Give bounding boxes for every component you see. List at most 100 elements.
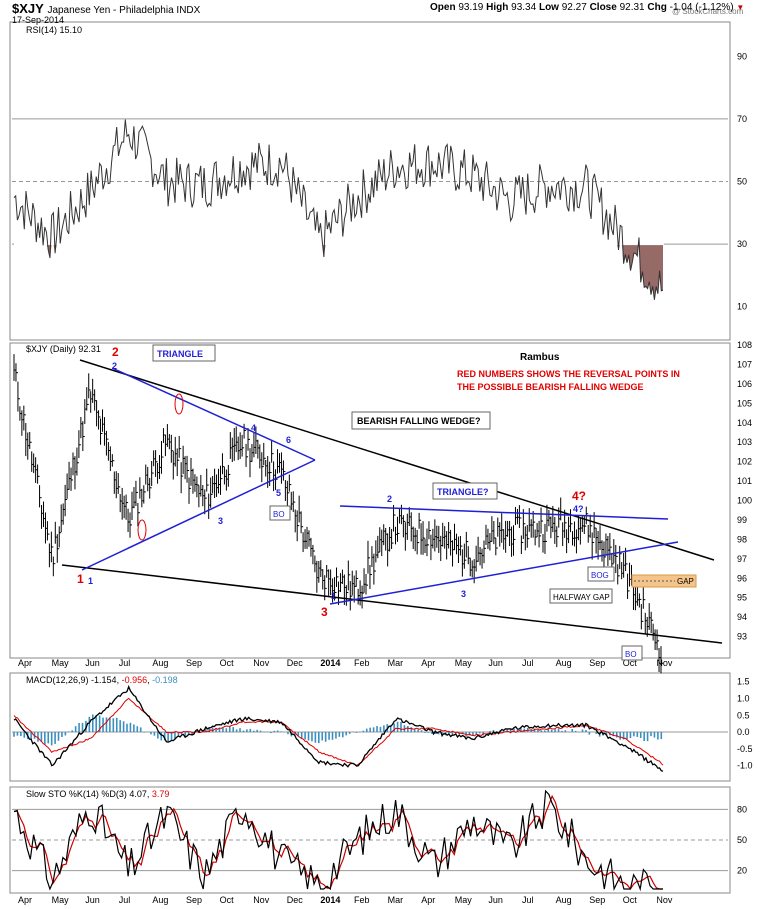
triangle-callout: TRIANGLE (152, 344, 216, 362)
price-xtick-10: Feb (354, 658, 370, 668)
low-label: Low (538, 2, 559, 13)
wedge-lower-line (61, 564, 723, 644)
svg-text:TRIANGLE: TRIANGLE (157, 349, 203, 359)
svg-text:BEARISH FALLING WEDGE?: BEARISH FALLING WEDGE? (357, 416, 481, 426)
chg-value: -1.04 (-1.12%) (669, 2, 734, 13)
triangle2-callout: TRIANGLE? (432, 482, 498, 500)
sto-tick-80: 80 (737, 804, 747, 814)
price-tick-97: 97 (737, 554, 747, 564)
price-xtick-7: Nov (253, 658, 270, 668)
price-tick-93: 93 (737, 632, 747, 642)
sto-label: Slow STO %K(14) %D(3) 4.07, 3.79 (26, 789, 169, 799)
blue-label-6a: 6 (286, 435, 291, 445)
macd-line (13, 684, 664, 772)
blue-label-3b: 3 (461, 589, 466, 599)
ohlc-readout: Open 93.19 High 93.34 Low 92.27 Close 92… (430, 2, 744, 13)
price-tick-101: 101 (737, 476, 752, 486)
sto-xtick-6: Oct (220, 895, 235, 905)
price-xtick-8: Dec (287, 658, 304, 668)
open-value: 93.19 (458, 2, 484, 13)
price-xtick-15: Jul (522, 658, 534, 668)
blue-label-3a: 3 (218, 516, 223, 526)
macd-tick: -1.0 (737, 761, 753, 771)
price-xtick-16: Aug (556, 658, 572, 668)
note-line-2: THE POSSIBLE BEARISH FALLING WEDGE (457, 382, 644, 392)
svg-text:BO: BO (625, 650, 637, 659)
price-xtick-3: Jul (119, 658, 131, 668)
low-value: 92.27 (561, 2, 587, 13)
sto-xtick-5: Sep (186, 895, 202, 905)
rambus-title: Rambus (520, 352, 560, 363)
triangle-upper-line (111, 367, 316, 461)
sto-xtick-2: Jun (85, 895, 100, 905)
symbol-title: $XJY Japanese Yen - Philadelphia INDX (12, 1, 200, 16)
chg-label: Chg (647, 2, 667, 13)
triangle-lower-line (81, 459, 316, 571)
price-tick-98: 98 (737, 534, 747, 544)
price-xtick-11: Mar (388, 658, 404, 668)
triangle2-upper-line (339, 505, 669, 520)
chart-date: 17-Sep-2014 (12, 15, 65, 25)
sto-xtick-0: Apr (18, 895, 32, 905)
price-xtick-18: Oct (623, 658, 638, 668)
sto-xtick-7: Nov (253, 895, 270, 905)
price-tick-104: 104 (737, 418, 752, 428)
price-tick-108: 108 (737, 340, 752, 350)
close-value: 92.31 (619, 2, 645, 13)
sto-xtick-4: Aug (152, 895, 168, 905)
price-xtick-17: Sep (589, 658, 605, 668)
price-tick-103: 103 (737, 437, 752, 447)
price-tick-100: 100 (737, 496, 752, 506)
bo-callout-1: BO (269, 505, 291, 521)
red-label-4: 4? (572, 489, 586, 503)
open-label: Open (430, 2, 456, 13)
price-xtick-9: 2014 (320, 658, 340, 668)
price-tick-105: 105 (737, 398, 752, 408)
price-tick-107: 107 (737, 359, 752, 369)
price-tick-95: 95 (737, 593, 747, 603)
sto-xtick-18: Oct (623, 895, 638, 905)
svg-text:GAP: GAP (677, 577, 694, 586)
gap-box: GAP (631, 574, 697, 588)
macd-label: MACD(12,26,9) -1.154, -0.956, -0.198 (26, 675, 178, 685)
halfway-gap-callout: HALFWAY GAP (549, 588, 613, 604)
down-arrow-icon: ▼ (736, 3, 745, 12)
rsi-tick-50: 50 (737, 177, 747, 187)
sto-k-line (13, 789, 663, 892)
price-tick-102: 102 (737, 457, 752, 467)
price-xtick-12: Apr (421, 658, 435, 668)
bog-callout: BOG (587, 566, 615, 582)
high-value: 93.34 (511, 2, 537, 13)
macd-tick: 0.0 (737, 727, 750, 737)
price-xtick-2: Jun (85, 658, 100, 668)
falling-wedge-callout: BEARISH FALLING WEDGE? (351, 411, 491, 430)
price-tick-96: 96 (737, 573, 747, 583)
rsi-line (13, 119, 664, 300)
rsi-tick-90: 90 (737, 51, 747, 61)
red-label-2: 2 (112, 345, 119, 359)
rsi-label: RSI(14) 15.10 (26, 25, 82, 35)
price-xtick-1: May (52, 658, 70, 668)
sto-tick-50: 50 (737, 835, 747, 845)
sto-xtick-3: Jul (119, 895, 131, 905)
svg-text:BO: BO (273, 510, 285, 519)
macd-signal-line (13, 697, 664, 766)
price-xtick-0: Apr (18, 658, 32, 668)
macd-tick: 0.5 (737, 710, 750, 720)
blue-label-5a: 5 (276, 488, 281, 498)
rsi-tick-10: 10 (737, 302, 747, 312)
symbol-name: Japanese Yen - Philadelphia INDX (47, 5, 201, 16)
price-tick-106: 106 (737, 379, 752, 389)
price-xtick-5: Sep (186, 658, 202, 668)
sto-xtick-9: 2014 (320, 895, 340, 905)
sto-xtick-11: Mar (388, 895, 404, 905)
sto-xtick-17: Sep (589, 895, 605, 905)
sto-xtick-13: May (455, 895, 473, 905)
price-xtick-14: Jun (488, 658, 503, 668)
sto-xtick-8: Dec (287, 895, 304, 905)
macd-tick: 1.5 (737, 677, 750, 687)
price-label: $XJY (Daily) 92.31 (26, 344, 101, 354)
blue-label-1b: 1 (331, 591, 336, 601)
sto-xtick-1: May (52, 895, 70, 905)
